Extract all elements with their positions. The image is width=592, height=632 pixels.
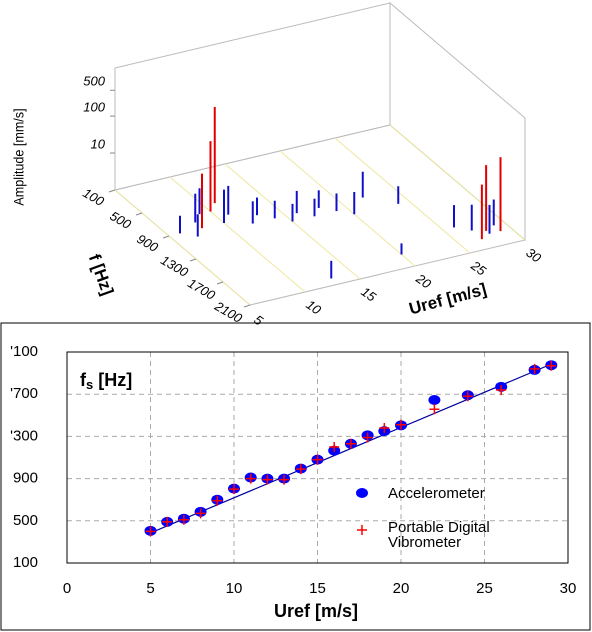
x-tick-label: 5 (251, 312, 266, 329)
y-tick-label: 900 (134, 231, 161, 255)
y-tick-label: 2100 (211, 298, 245, 326)
point (529, 363, 540, 374)
y-axis-label: f [Hz] (85, 251, 117, 297)
y-tick (108, 189, 116, 193)
y-tick (189, 258, 197, 262)
point (329, 441, 340, 452)
y-tick-label: 100 (13, 554, 38, 571)
y-tick (216, 281, 224, 285)
point (345, 438, 356, 449)
x-tick-label: 15 (309, 580, 326, 597)
back-wall (114, 2, 391, 191)
y-tick-label: 100 (80, 185, 107, 209)
floor-grid-line (334, 137, 471, 254)
point (195, 508, 206, 519)
y-tick-label: 1300 (158, 252, 191, 280)
point (379, 422, 390, 433)
x-axis-label: Uref [m/s] (274, 601, 358, 621)
point (279, 474, 290, 485)
x-tick-label: 20 (393, 580, 410, 597)
y-tick-label: '700 (10, 385, 38, 402)
z-axis-label: Amplitude [mm/s] (11, 108, 27, 205)
point (229, 484, 239, 495)
y-tick-label: 1700 (185, 275, 218, 303)
plot-frame (66, 351, 569, 564)
x-tick-label: 30 (560, 580, 577, 597)
x-tick-label: 20 (413, 270, 435, 292)
y-tick-label: 500 (13, 512, 38, 529)
y-tick-label: '300 (10, 427, 38, 444)
legend-marker (356, 488, 368, 498)
x-tick-label: 15 (358, 284, 379, 305)
legend-marker (357, 525, 367, 535)
point (178, 514, 189, 525)
point (429, 404, 440, 415)
x-tick-label: 10 (303, 297, 324, 318)
z-tick-label: 500 (83, 74, 105, 89)
x-tick-label: 30 (523, 245, 544, 266)
x-tick-label: 10 (226, 580, 243, 597)
point (462, 391, 473, 402)
point (396, 419, 406, 430)
annotation-sub: s (86, 377, 93, 392)
legend-label: Portable Digital Vibrometer (388, 519, 490, 551)
point (245, 473, 256, 484)
point (162, 516, 173, 527)
y-tick-label: 500 (107, 208, 134, 232)
point (212, 495, 223, 506)
annotation-main: f (80, 370, 87, 390)
y-tick-label: '100 (10, 343, 38, 360)
y-tick-label: 900 (13, 470, 38, 487)
floor-grid-line (169, 176, 306, 293)
point (262, 474, 273, 485)
legend-label: Accelerometer (388, 485, 485, 502)
floor-grid-line (389, 124, 526, 241)
floor (113, 124, 527, 306)
floor-grid-line (114, 189, 251, 306)
point (362, 432, 373, 443)
panel-frame (0, 322, 591, 631)
x-tick-label: 0 (63, 580, 71, 597)
x-tick-label: 25 (468, 257, 490, 279)
point (145, 526, 156, 537)
y-tick (162, 235, 170, 239)
z-tick-label: 10 (91, 136, 106, 151)
y-tick (243, 304, 251, 308)
z-tick-label: 100 (83, 100, 105, 115)
side-wall (389, 1, 526, 242)
annotation: fs [Hz] (80, 370, 132, 393)
floor-grid-line (279, 150, 416, 267)
point (312, 454, 323, 465)
point (295, 464, 306, 475)
annotation-unit: [Hz] (98, 370, 132, 390)
point (496, 384, 507, 395)
point (546, 360, 557, 371)
x-tick-label: 5 (146, 580, 154, 597)
point (428, 395, 441, 406)
x-tick-label: 25 (476, 580, 493, 597)
y-tick (135, 212, 143, 216)
